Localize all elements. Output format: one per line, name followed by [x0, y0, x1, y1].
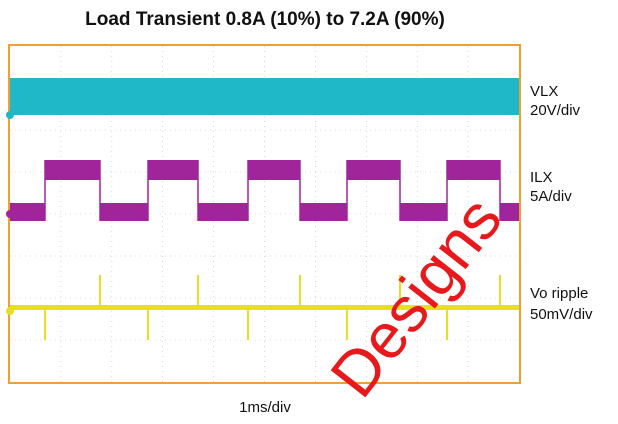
- page: {"title": "Load Transient 0.8A (10%) to …: [0, 0, 618, 424]
- channel-marker: [6, 307, 14, 315]
- channel-scale: 20V/div: [530, 102, 581, 119]
- channel-scale: 50mV/div: [530, 306, 593, 323]
- channel-marker: [6, 210, 14, 218]
- title: Load Transient 0.8A (10%) to 7.2A (90%): [85, 9, 445, 30]
- ilx-waveform: [198, 203, 248, 221]
- ilx-waveform: [45, 160, 100, 180]
- channel-scale: 5A/div: [530, 188, 572, 205]
- ilx-waveform: [347, 160, 400, 180]
- channel-name: ILX: [530, 169, 553, 186]
- ilx-waveform: [300, 203, 347, 221]
- ilx-waveform: [10, 203, 45, 221]
- ilx-waveform: [248, 160, 300, 180]
- time-scale: 1ms/div: [239, 399, 291, 416]
- ilx-waveform: [100, 203, 148, 221]
- channel-marker: [6, 111, 14, 119]
- scope-screenshot: Load Transient 0.8A (10%) to 7.2A (90%) …: [0, 0, 618, 424]
- ilx-waveform: [447, 160, 500, 180]
- ilx-waveform: [148, 160, 198, 180]
- vlx-waveform: [10, 78, 519, 115]
- channel-name: Vo ripple: [530, 285, 588, 302]
- channel-name: VLX: [530, 83, 558, 100]
